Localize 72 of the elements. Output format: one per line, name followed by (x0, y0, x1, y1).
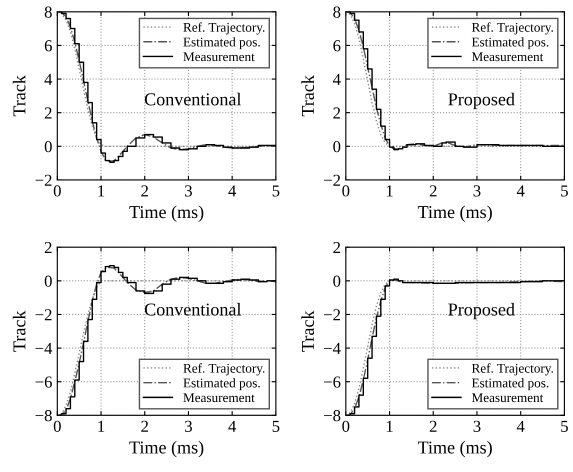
x-axis-title: Time (ms) (418, 205, 492, 222)
y-tick-label: 2 (44, 107, 52, 118)
y-tick-label: 0 (44, 141, 52, 152)
x-tick-label: 0 (342, 420, 350, 432)
y-tick-label: −2 (36, 174, 52, 186)
y-tick-label: 4 (332, 74, 341, 85)
x-tick-label: 3 (185, 185, 192, 197)
x-tick-label: 5 (561, 420, 568, 432)
legend-label: Estimated pos. (183, 37, 260, 50)
legend-label: Ref. Trajectory. (472, 363, 553, 376)
x-tick-label: 2 (430, 420, 437, 432)
annotation: Conventional (144, 92, 242, 106)
y-axis-title: Track (301, 310, 314, 352)
x-tick-label: 5 (272, 420, 280, 432)
y-tick-label: 2 (333, 242, 340, 253)
legend-label: Estimated pos. (183, 378, 260, 390)
x-tick-label: 1 (98, 185, 104, 196)
legend-label: Ref. Trajectory. (472, 22, 553, 34)
x-tick-label: 2 (141, 420, 148, 432)
y-tick-label: −2 (324, 174, 340, 186)
x-axis-title: Time (ms) (129, 205, 204, 222)
y-tick-label: 4 (44, 74, 52, 85)
x-tick-label: 0 (54, 420, 61, 432)
y-axis-title: Track (301, 75, 314, 116)
y-tick-label: −8 (36, 410, 52, 422)
y-axis-title: Track (12, 310, 26, 352)
x-tick-label: 4 (228, 185, 236, 196)
annotation: Proposed (448, 92, 515, 110)
x-tick-label: 2 (141, 185, 148, 196)
y-tick-label: 8 (333, 6, 340, 18)
legend-label: Ref. Trajectory. (183, 22, 264, 34)
x-tick-label: 0 (342, 185, 350, 197)
y-tick-label: 6 (44, 40, 52, 52)
x-tick-label: 5 (561, 185, 568, 197)
legend-label: Measurement (183, 52, 255, 62)
x-tick-label: 4 (516, 420, 525, 432)
y-tick-label: 0 (333, 276, 340, 287)
x-tick-label: 1 (98, 420, 104, 432)
y-tick-label: −6 (36, 376, 52, 388)
x-tick-label: 4 (516, 185, 525, 196)
x-tick-label: 5 (272, 185, 280, 197)
y-tick-label: −4 (324, 342, 341, 354)
x-tick-label: 1 (386, 185, 393, 196)
annotation: Conventional (144, 302, 242, 316)
y-tick-label: −4 (36, 342, 52, 354)
legend-label: Measurement (472, 393, 544, 402)
legend-label: Estimated pos. (472, 378, 548, 390)
y-tick-label: −6 (324, 376, 340, 388)
legend-label: Ref. Trajectory. (183, 363, 264, 376)
x-tick-label: 2 (430, 185, 437, 196)
x-axis-title: Time (ms) (418, 440, 492, 458)
x-tick-label: 3 (474, 185, 480, 197)
x-tick-label: 4 (228, 420, 236, 432)
y-tick-label: 6 (333, 40, 340, 52)
y-tick-label: 2 (333, 107, 340, 118)
x-tick-label: 3 (474, 420, 480, 432)
y-tick-label: −2 (36, 309, 52, 320)
legend-label: Measurement (183, 393, 255, 402)
y-tick-label: 8 (44, 6, 52, 18)
y-tick-label: 0 (44, 276, 52, 287)
y-tick-label: −8 (324, 410, 340, 422)
x-tick-label: 3 (185, 420, 192, 432)
annotation: Proposed (448, 302, 515, 320)
legend-label: Estimated pos. (472, 37, 548, 50)
y-tick-label: 0 (333, 141, 340, 152)
y-tick-label: 2 (44, 242, 52, 253)
y-axis-title: Track (12, 75, 26, 116)
y-tick-label: −2 (324, 309, 340, 320)
legend-label: Measurement (472, 52, 544, 62)
x-tick-label: 0 (54, 185, 61, 197)
x-tick-label: 1 (386, 420, 393, 432)
x-axis-title: Time (ms) (129, 440, 204, 458)
